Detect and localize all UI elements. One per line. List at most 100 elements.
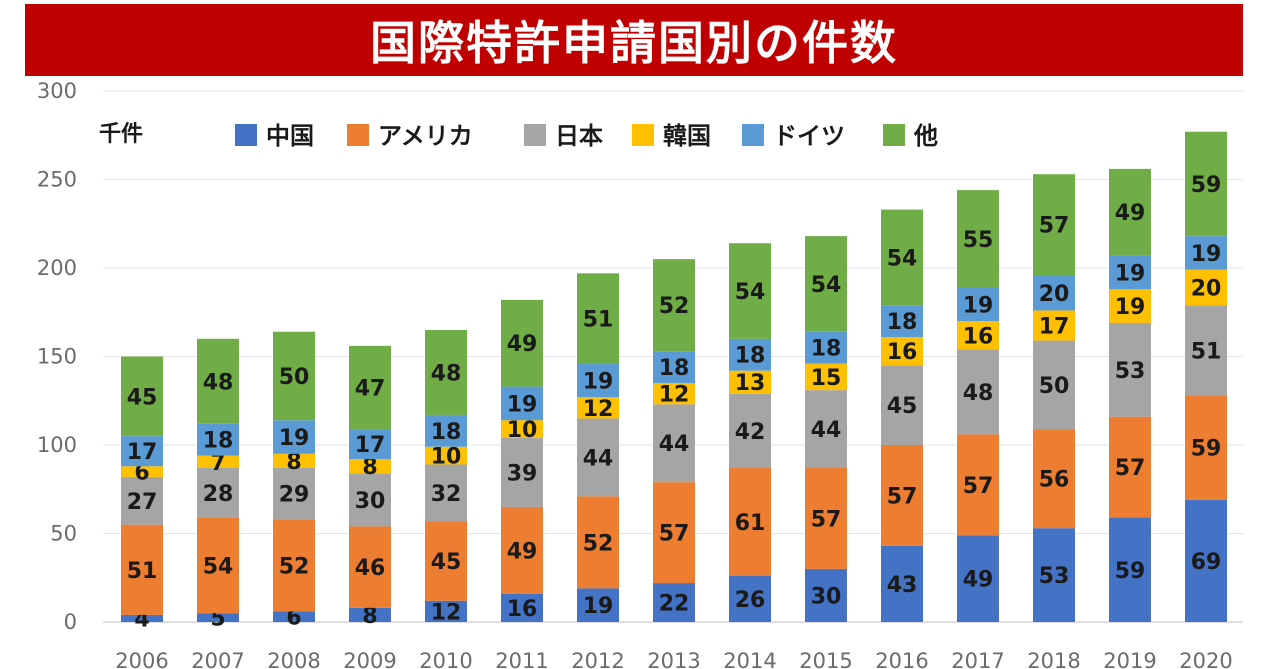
data-label: 48 bbox=[431, 361, 462, 386]
data-label: 49 bbox=[507, 332, 538, 357]
legend-label: 中国 bbox=[266, 122, 314, 150]
bar-segment bbox=[1185, 395, 1227, 500]
data-label: 52 bbox=[279, 554, 310, 579]
x-tick-label: 2011 bbox=[495, 649, 548, 669]
data-label: 19 bbox=[1115, 261, 1146, 286]
data-label: 28 bbox=[203, 482, 234, 507]
bar-segment bbox=[1109, 322, 1151, 417]
data-label: 53 bbox=[1039, 564, 1070, 589]
data-label: 26 bbox=[735, 588, 766, 613]
x-tick-label: 2020 bbox=[1179, 649, 1232, 669]
data-label: 6 bbox=[286, 606, 301, 631]
data-label: 54 bbox=[887, 246, 918, 271]
data-label: 19 bbox=[279, 426, 310, 451]
data-label: 19 bbox=[507, 392, 538, 417]
bar-segment bbox=[273, 468, 315, 520]
bar-segment bbox=[805, 236, 847, 332]
legend-swatch bbox=[524, 124, 546, 146]
bar-segment bbox=[501, 593, 543, 622]
bar-segment bbox=[881, 445, 923, 546]
data-label: 54 bbox=[203, 554, 234, 579]
bar-segment bbox=[501, 506, 543, 594]
bar-segment bbox=[881, 209, 923, 306]
bar-segment bbox=[1109, 289, 1151, 323]
x-tick-label: 2009 bbox=[343, 649, 396, 669]
data-label: 17 bbox=[355, 433, 386, 458]
bar-segment bbox=[653, 383, 695, 405]
data-label: 22 bbox=[659, 592, 690, 617]
y-tick-label: 100 bbox=[37, 433, 77, 457]
bar-segment bbox=[197, 338, 239, 424]
bar-segment bbox=[805, 568, 847, 622]
bar-segment bbox=[349, 459, 391, 474]
data-label: 56 bbox=[1039, 468, 1070, 493]
data-label: 57 bbox=[963, 474, 994, 499]
data-label: 47 bbox=[355, 376, 386, 401]
bar-segment bbox=[1033, 429, 1075, 529]
bar-segment bbox=[729, 393, 771, 469]
x-tick-label: 2016 bbox=[875, 649, 928, 669]
data-label: 8 bbox=[362, 455, 377, 480]
bar-segment bbox=[653, 404, 695, 483]
bar-segment bbox=[881, 365, 923, 445]
data-label: 18 bbox=[431, 420, 462, 445]
bar-segment bbox=[197, 455, 239, 469]
bar-segment bbox=[425, 329, 467, 415]
data-label: 57 bbox=[1115, 456, 1146, 481]
bar-segment bbox=[653, 259, 695, 352]
y-tick-label: 200 bbox=[37, 256, 77, 280]
data-label: 39 bbox=[507, 461, 538, 486]
data-label: 19 bbox=[1191, 242, 1222, 267]
data-label: 59 bbox=[1191, 437, 1222, 462]
bar-segment bbox=[729, 468, 771, 576]
bar-segment bbox=[425, 521, 467, 601]
bar-segment bbox=[349, 429, 391, 460]
data-label: 51 bbox=[583, 307, 614, 332]
bar-segment bbox=[425, 446, 467, 465]
x-tick-label: 2014 bbox=[723, 649, 776, 669]
bar-segment bbox=[957, 535, 999, 622]
bar-segment bbox=[349, 526, 391, 608]
data-label: 30 bbox=[355, 489, 386, 514]
legend-label: アメリカ bbox=[378, 122, 473, 150]
bar-segment bbox=[653, 351, 695, 384]
data-label: 50 bbox=[1039, 374, 1070, 399]
x-tick-label: 2018 bbox=[1027, 649, 1080, 669]
y-tick-label: 150 bbox=[37, 345, 77, 369]
bar-segment bbox=[349, 345, 391, 430]
data-label: 12 bbox=[659, 383, 690, 408]
data-label: 16 bbox=[507, 597, 538, 622]
bar-segment bbox=[577, 363, 619, 398]
bar-segment bbox=[805, 363, 847, 391]
data-label: 54 bbox=[735, 280, 766, 305]
data-label: 45 bbox=[127, 385, 158, 410]
data-label: 57 bbox=[1039, 214, 1070, 239]
bar-segment bbox=[273, 331, 315, 421]
data-label: 42 bbox=[735, 420, 766, 445]
bar-segment bbox=[273, 453, 315, 469]
data-label: 44 bbox=[583, 446, 614, 471]
bar-segment bbox=[1185, 305, 1227, 396]
bar-segment bbox=[425, 464, 467, 522]
data-label: 45 bbox=[887, 394, 918, 419]
bar-segment bbox=[577, 397, 619, 419]
data-label: 49 bbox=[1115, 201, 1146, 226]
legend-swatch bbox=[235, 124, 257, 146]
y-tick-label: 250 bbox=[37, 168, 77, 192]
bar-segment bbox=[957, 434, 999, 536]
data-label: 59 bbox=[1191, 173, 1222, 198]
y-tick-label: 300 bbox=[37, 79, 77, 103]
data-label: 27 bbox=[127, 490, 158, 515]
bar-segment bbox=[121, 476, 163, 525]
data-label: 6 bbox=[134, 461, 149, 486]
legend-swatch bbox=[632, 124, 654, 146]
bar-segment bbox=[349, 607, 391, 622]
bar-segment bbox=[729, 575, 771, 622]
data-label: 18 bbox=[203, 429, 234, 454]
legend-swatch bbox=[347, 124, 369, 146]
bar-segment bbox=[729, 243, 771, 339]
data-label: 32 bbox=[431, 482, 462, 507]
bar-segment bbox=[121, 436, 163, 467]
bar-segment bbox=[349, 473, 391, 527]
